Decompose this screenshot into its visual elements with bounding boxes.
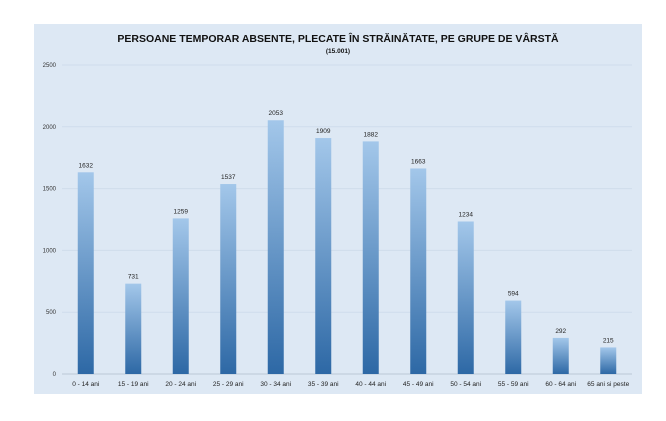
bar xyxy=(220,184,237,374)
data-label: 594 xyxy=(508,291,519,298)
y-tick-label: 500 xyxy=(46,310,57,316)
data-label: 1663 xyxy=(411,158,426,165)
x-tick-label: 20 - 24 ani xyxy=(165,381,196,388)
data-label: 2053 xyxy=(269,110,284,117)
data-label: 1909 xyxy=(316,128,331,135)
x-tick-label: 55 - 59 ani xyxy=(498,381,529,388)
y-tick-label: 2500 xyxy=(43,63,57,69)
y-tick-label: 1000 xyxy=(43,248,57,254)
bar xyxy=(77,172,94,374)
bar xyxy=(125,283,142,374)
x-tick-label: 0 - 14 ani xyxy=(72,381,99,388)
data-label: 215 xyxy=(603,337,614,344)
bar xyxy=(600,347,617,374)
data-label: 1537 xyxy=(221,174,236,181)
data-label: 731 xyxy=(128,274,139,281)
bar xyxy=(410,168,427,374)
chart-title: PERSOANE TEMPORAR ABSENTE, PLECATE ÎN ST… xyxy=(117,33,559,45)
x-tick-label: 30 - 34 ani xyxy=(260,381,291,388)
x-tick-label: 65 ani si peste xyxy=(587,381,629,388)
y-tick-label: 2000 xyxy=(43,125,57,131)
bar xyxy=(315,138,332,374)
x-tick-label: 35 - 39 ani xyxy=(308,381,339,388)
x-tick-label: 15 - 19 ani xyxy=(118,381,149,388)
bar xyxy=(172,218,189,374)
bar xyxy=(457,221,474,374)
x-tick-label: 40 - 44 ani xyxy=(355,381,386,388)
bar xyxy=(267,120,284,374)
bar xyxy=(552,337,569,374)
data-label: 1234 xyxy=(459,211,474,218)
x-tick-label: 50 - 54 ani xyxy=(450,381,481,388)
x-tick-label: 60 - 64 ani xyxy=(545,381,576,388)
data-label: 1632 xyxy=(79,162,94,169)
data-label: 1259 xyxy=(174,208,189,215)
y-tick-label: 1500 xyxy=(43,187,57,193)
y-tick-label: 0 xyxy=(53,372,57,378)
bar xyxy=(505,300,522,374)
chart-subtitle: (15.001) xyxy=(325,48,351,55)
data-label: 292 xyxy=(555,328,566,335)
x-tick-label: 25 - 29 ani xyxy=(213,381,244,388)
data-label: 1882 xyxy=(364,131,379,138)
x-tick-label: 45 - 49 ani xyxy=(403,381,434,388)
bar xyxy=(362,141,379,374)
